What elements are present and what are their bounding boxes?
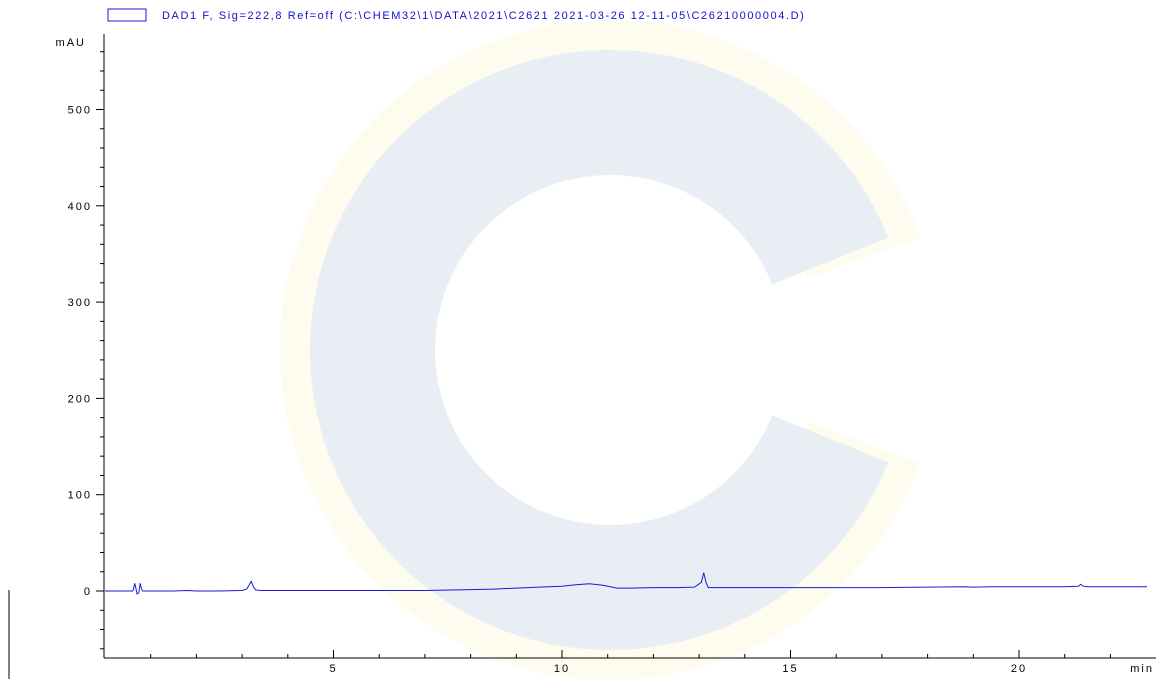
axes — [8, 34, 1156, 679]
x-tick-label: 20 — [1011, 663, 1027, 675]
x-tick-label: 15 — [782, 663, 798, 675]
x-tick-label: 10 — [554, 663, 570, 675]
y-tick-label: 300 — [68, 297, 92, 309]
watermark-blue-arc — [310, 50, 889, 651]
x-tick-label: 5 — [329, 663, 337, 675]
x-ticks: 5 10 15 20 — [150, 650, 1111, 675]
y-axis-label: mAU — [56, 37, 86, 49]
watermark-logo — [280, 20, 921, 679]
signal-trace — [105, 572, 1147, 595]
legend-label: DAD1 F, Sig=222,8 Ref=off (C:\CHEM32\1\D… — [162, 10, 805, 22]
legend-swatch — [107, 8, 147, 22]
x-axis-unit-label: min — [1130, 663, 1154, 675]
legend: DAD1 F, Sig=222,8 Ref=off (C:\CHEM32\1\D… — [107, 8, 805, 22]
y-tick-label: 200 — [68, 393, 92, 405]
y-tick-label: 100 — [68, 490, 92, 502]
y-tick-label: 400 — [68, 201, 92, 213]
y-tick-label: 500 — [68, 105, 92, 117]
y-tick-label: 0 — [84, 586, 92, 598]
y-ticks: 0 100 200 300 400 500 — [68, 51, 104, 650]
